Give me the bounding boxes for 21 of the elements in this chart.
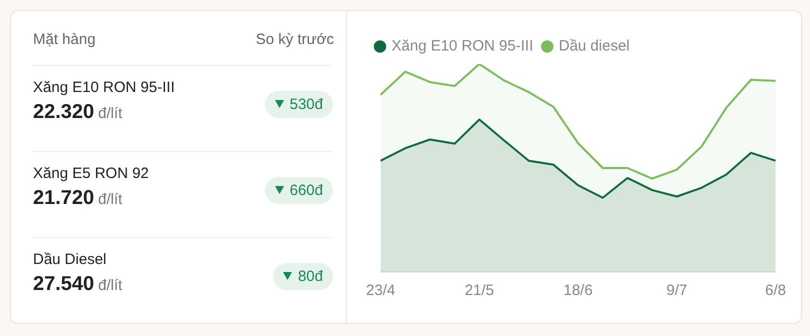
category-label: Xăng E10 RON 95-III <box>33 79 175 96</box>
text: 80đ <box>298 268 323 285</box>
legend-label: Dầu diesel <box>558 38 630 55</box>
legend-label: Xăng E10 RON 95-III <box>392 38 534 55</box>
x-tick-label: 9/7 <box>666 282 688 300</box>
text: 21.720 <box>33 187 94 209</box>
x-tick-label: 21/5 <box>464 282 494 300</box>
text: 530đ <box>290 96 323 113</box>
x-tick-label: 23/4 <box>366 282 396 300</box>
x-tick-label: 18/6 <box>563 282 593 300</box>
text: đ/lít <box>98 105 122 122</box>
category-label: Xăng E5 RON 92 <box>33 165 149 182</box>
text: đ/lít <box>98 191 122 208</box>
x-tick-label: 6/8 <box>765 282 786 300</box>
text: Mặt hàng <box>33 31 96 48</box>
text: 660đ <box>290 182 323 199</box>
text: đ/lít <box>98 277 122 294</box>
category-label: Dầu Diesel <box>33 251 106 268</box>
text: So kỳ trước <box>256 31 334 48</box>
text: 27.540 <box>33 273 94 295</box>
text: 22.320 <box>33 101 94 123</box>
